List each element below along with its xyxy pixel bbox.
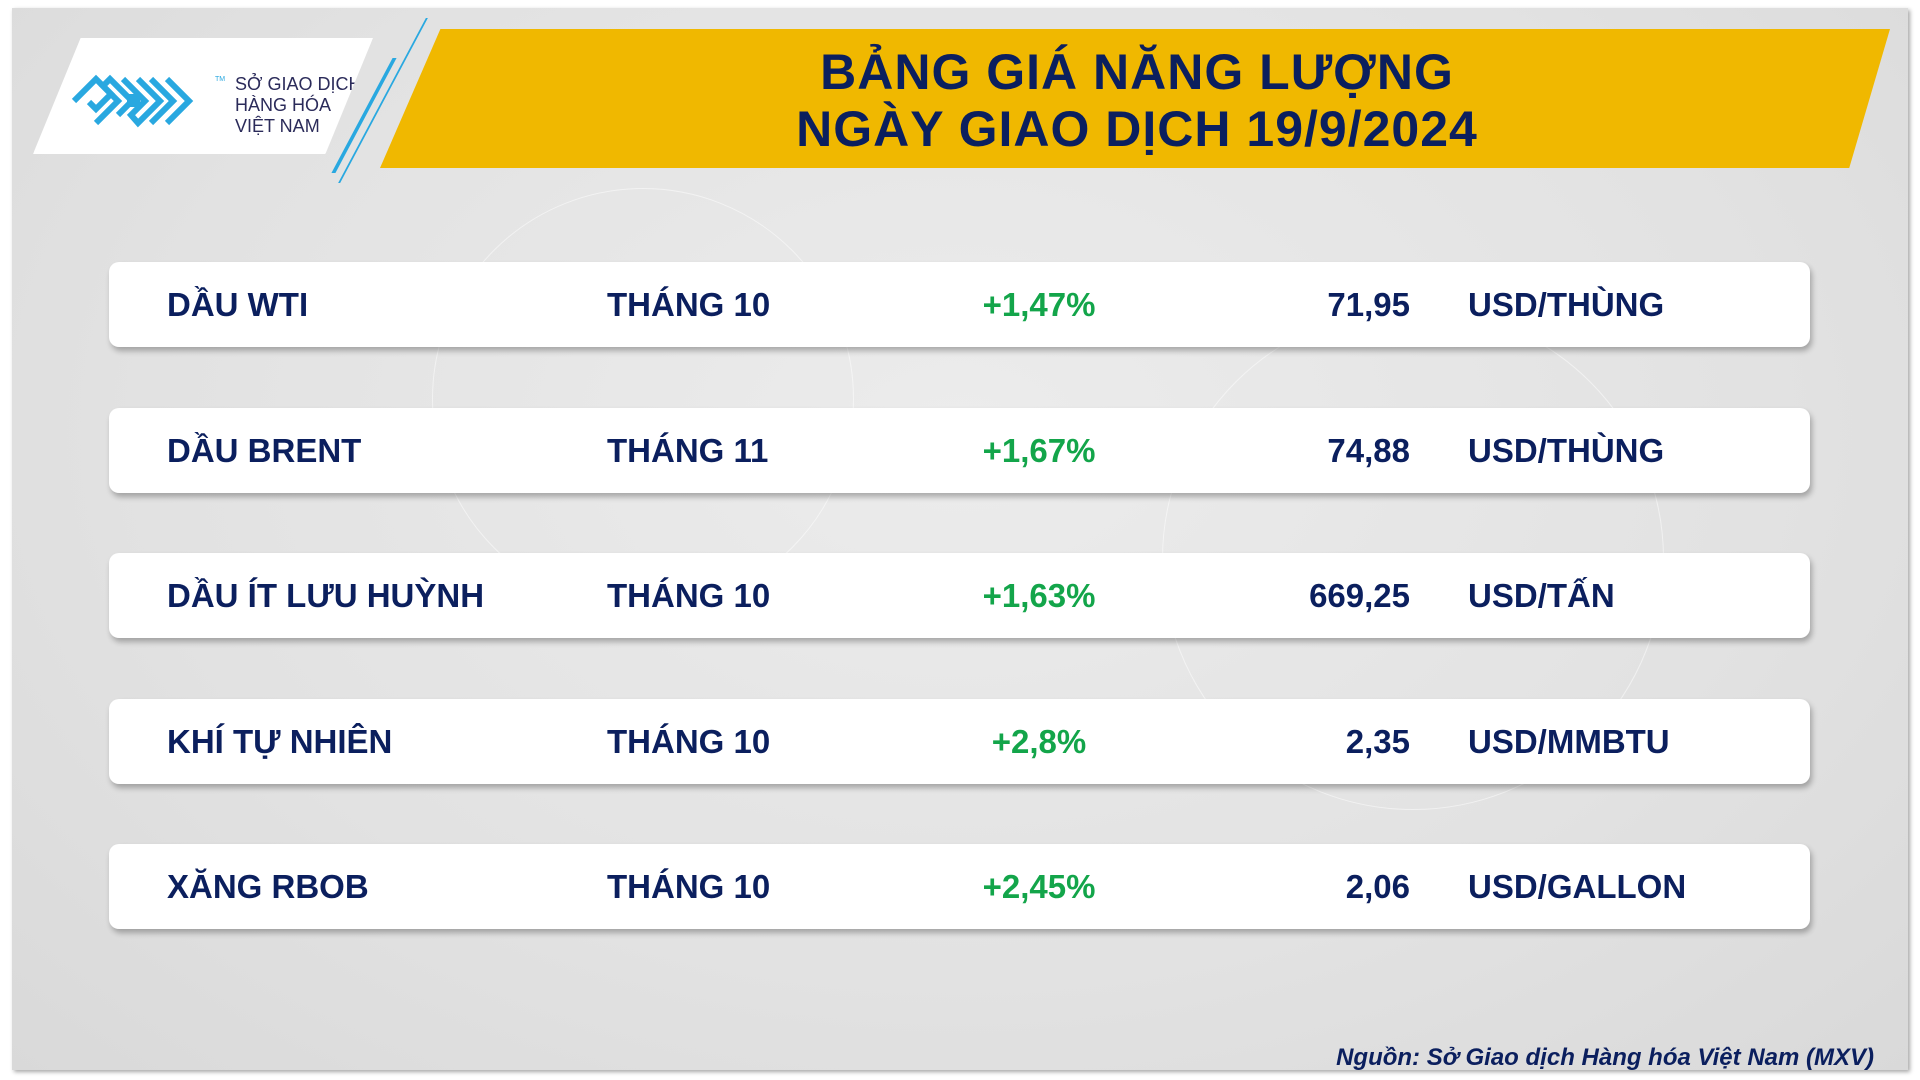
logo-line3: VIỆT NAM (235, 116, 320, 136)
page-title-line1: BẢNG GIÁ NĂNG LƯỢNG (820, 44, 1454, 100)
mxv-logo-icon (71, 74, 194, 128)
price-unit: USD/GALLON (1468, 868, 1687, 905)
table-row: DẦU BRENT THÁNG 11 +1,67% 74,88 USD/THÙN… (109, 408, 1810, 493)
price-change: +2,45% (982, 868, 1096, 905)
commodity-name: DẦU WTI (167, 286, 309, 323)
price-unit: USD/THÙNG (1468, 432, 1665, 469)
contract-month: THÁNG 10 (607, 286, 771, 323)
price-unit: USD/TẤN (1468, 577, 1615, 614)
source-note: Nguồn: Sở Giao dịch Hàng hóa Việt Nam (M… (1336, 1044, 1874, 1070)
price-value: 71,95 (1327, 286, 1410, 323)
price-change: +1,67% (982, 432, 1096, 469)
page-title-line2: NGÀY GIAO DỊCH 19/9/2024 (796, 101, 1478, 157)
price-change: +2,8% (991, 723, 1087, 760)
mxv-logo: TM SỞ GIAO DỊCH HÀNG HÓA VIỆT NAM (33, 38, 373, 154)
price-unit: USD/THÙNG (1468, 286, 1665, 323)
background-globe-decoration (432, 188, 854, 610)
logo-text: SỞ GIAO DỊCH HÀNG HÓA VIỆT NAM (235, 74, 361, 137)
contract-month: THÁNG 11 (607, 432, 769, 469)
table-row: XĂNG RBOB THÁNG 10 +2,45% 2,06 USD/GALLO… (109, 844, 1810, 929)
title-banner (380, 29, 1890, 168)
price-value: 669,25 (1309, 577, 1410, 614)
price-value: 2,06 (1345, 868, 1410, 905)
price-value: 2,35 (1345, 723, 1410, 760)
logo-line1: SỞ GIAO DỊCH (235, 74, 362, 94)
contract-month: THÁNG 10 (607, 577, 771, 614)
commodity-name: XĂNG RBOB (167, 868, 369, 905)
commodity-name: DẦU BRENT (167, 432, 362, 469)
table-row: DẦU ÍT LƯU HUỲNH THÁNG 10 +1,63% 669,25 … (109, 553, 1810, 638)
price-change: +1,47% (982, 286, 1096, 323)
commodity-name: DẦU ÍT LƯU HUỲNH (167, 577, 485, 614)
price-value: 74,88 (1327, 432, 1410, 469)
infographic-canvas: BẢNG GIÁ NĂNG LƯỢNG NGÀY GIAO DỊCH 19/9/… (12, 8, 1908, 1070)
price-change: +1,63% (982, 577, 1096, 614)
trademark: TM (215, 76, 226, 83)
table-row: DẦU WTI THÁNG 10 +1,47% 71,95 USD/THÙNG (109, 262, 1810, 347)
logo-line2: HÀNG HÓA (235, 95, 332, 115)
contract-month: THÁNG 10 (607, 868, 771, 905)
contract-month: THÁNG 10 (607, 723, 771, 760)
price-unit: USD/MMBTU (1468, 723, 1670, 760)
commodity-name: KHÍ TỰ NHIÊN (167, 723, 393, 760)
table-row: KHÍ TỰ NHIÊN THÁNG 10 +2,8% 2,35 USD/MMB… (109, 699, 1810, 784)
